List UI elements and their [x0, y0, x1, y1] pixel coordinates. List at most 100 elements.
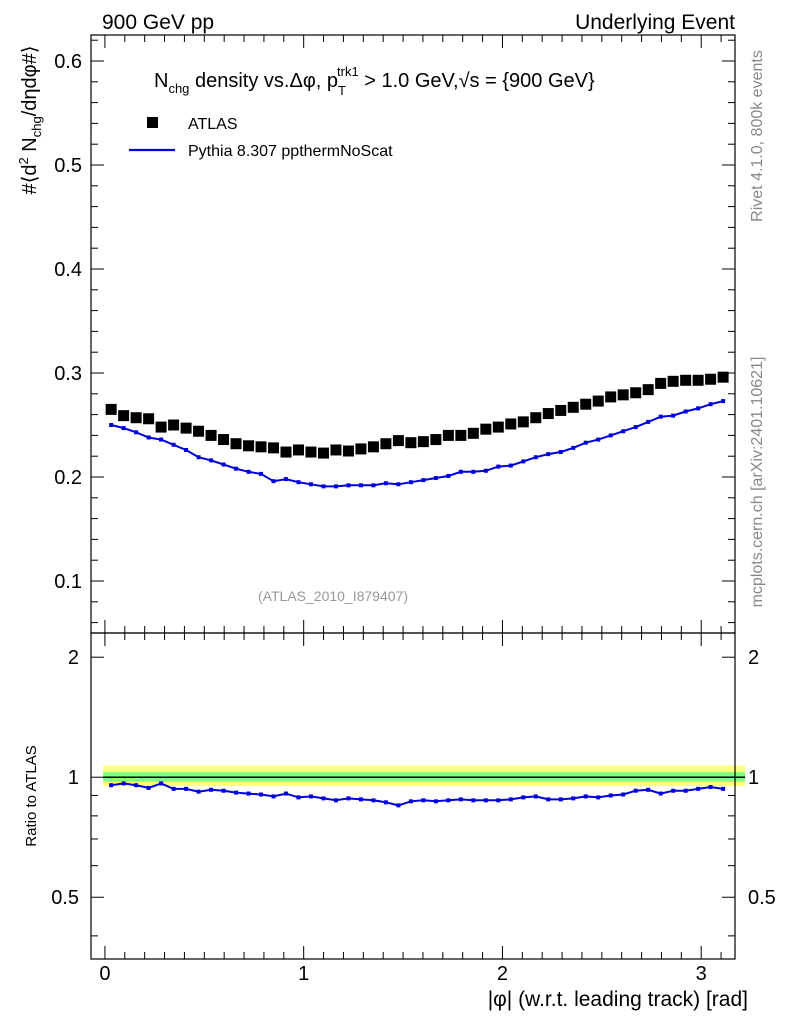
ylabel-b: N [19, 137, 41, 157]
ratio-point [259, 792, 264, 797]
ratio-point [209, 787, 214, 792]
ratio-point [558, 797, 563, 802]
mc-point [633, 425, 638, 430]
ratio-point [333, 798, 338, 803]
mc-point [246, 469, 251, 474]
data-point [555, 404, 567, 416]
mc-point [383, 481, 388, 486]
main-axis-ticks [91, 35, 735, 959]
mc-point [483, 468, 488, 473]
title-n-sub: chg [168, 81, 189, 96]
data-point [717, 371, 729, 383]
data-point [630, 387, 642, 399]
data-point [692, 374, 704, 386]
ylabel-a-sup: 2 [16, 157, 31, 164]
mc-point [321, 484, 326, 489]
ratio-frame [90, 632, 736, 960]
mc-point [721, 399, 726, 404]
title-dphi: Δφ [289, 70, 315, 92]
y-tick-label: 0.4 [54, 259, 82, 281]
data-point [205, 429, 217, 441]
mc-point [308, 482, 313, 487]
ratio-y-axis-label: Ratio to ATLAS [23, 745, 40, 846]
ratio-point [671, 788, 676, 793]
ratio-point [583, 794, 588, 799]
ratio-y-tick-labels: 0.5 0.5 1 1 2 2 [51, 647, 776, 909]
mc-point [596, 437, 601, 442]
watermark: (ATLAS_2010_I879407) [258, 588, 408, 604]
mc-point [558, 450, 563, 455]
y-tick-label: 0.5 [54, 155, 82, 177]
data-point [405, 437, 417, 449]
y-tick-label: 0.6 [54, 51, 82, 73]
mc-point [159, 437, 164, 442]
data-point [105, 403, 117, 415]
title-cut: > 1.0 GeV, [359, 70, 459, 92]
mc-point [421, 478, 426, 483]
ratio-point [346, 796, 351, 801]
ratio-point [159, 781, 164, 786]
mc-point [221, 462, 226, 467]
y-tick-label: 0.2 [54, 467, 82, 489]
ratio-point [146, 785, 151, 790]
ylabel-b-sub: chg [29, 116, 44, 137]
data-point [617, 389, 629, 401]
title-n: N [154, 70, 168, 92]
ratio-y-tick-label-right: 2 [748, 647, 759, 669]
data-point [517, 416, 529, 428]
data-point [255, 441, 267, 453]
data-point [605, 391, 617, 403]
mc-point [446, 473, 451, 478]
mc-point [546, 452, 551, 457]
data-point [655, 377, 667, 389]
ratio-axis-ticks [91, 656, 735, 937]
mc-point [458, 469, 463, 474]
data-point [218, 434, 230, 446]
ratio-point [571, 796, 576, 801]
data-point [317, 447, 329, 459]
mc-point [708, 402, 713, 407]
data-point [442, 429, 454, 441]
data-series [105, 371, 729, 459]
ratio-point [383, 800, 388, 805]
data-point [417, 436, 429, 448]
mc-point [283, 477, 288, 482]
mc-point [209, 458, 214, 463]
ratio-point [421, 798, 426, 803]
mc-line [110, 400, 724, 488]
mc-point [146, 435, 151, 440]
ratio-panel: 0.5 0.5 1 1 2 2 0 1 2 3 Ratio to ATLAS |φ| (w.r.… [23, 632, 776, 1011]
mc-point [358, 483, 363, 488]
ratio-point [446, 798, 451, 803]
mc-point [184, 447, 189, 452]
mc-point [346, 483, 351, 488]
ratio-point [721, 786, 726, 791]
title-p: p [321, 70, 338, 92]
ratio-point [483, 798, 488, 803]
mc-point [696, 406, 701, 411]
ratio-point [646, 787, 651, 792]
title-sqrt: √s [459, 70, 480, 92]
data-point [243, 440, 255, 452]
mc-point [608, 433, 613, 438]
ratio-point [271, 794, 276, 799]
mc-point [259, 471, 264, 476]
mc-point [408, 480, 413, 485]
mc-point [296, 480, 301, 485]
main-y-axis-label: #⟨d2 Nchg/dηdφ#⟩ [16, 45, 44, 194]
main-y-tick-labels: 0.1 0.2 0.3 0.4 0.5 0.6 [54, 51, 82, 593]
data-point [367, 441, 379, 453]
ratio-point [358, 797, 363, 802]
data-point [330, 444, 342, 456]
data-point [292, 444, 304, 456]
mc-point [471, 469, 476, 474]
ratio-point [608, 793, 613, 798]
mc-point [521, 459, 526, 464]
x-tick-labels: 0 1 2 3 [99, 963, 706, 985]
ratio-point [546, 797, 551, 802]
mcplots-label: mcplots.cern.ch [arXiv:2401.10621] [749, 357, 766, 608]
data-point [705, 373, 717, 385]
mc-point [196, 455, 201, 460]
